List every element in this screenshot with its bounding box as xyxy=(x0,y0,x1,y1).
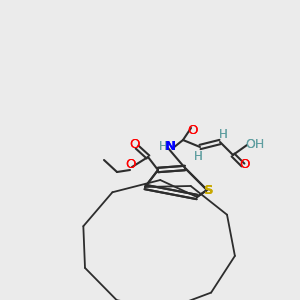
Text: O: O xyxy=(187,124,197,136)
Text: N: N xyxy=(164,140,175,154)
Text: H: H xyxy=(159,140,167,154)
Text: S: S xyxy=(204,184,214,197)
Text: H: H xyxy=(219,128,227,140)
Text: O: O xyxy=(239,158,249,170)
Text: H: H xyxy=(194,149,202,163)
Text: O: O xyxy=(130,139,140,152)
Text: OH: OH xyxy=(245,139,265,152)
Text: O: O xyxy=(130,139,140,152)
Text: O: O xyxy=(125,158,135,170)
Text: S: S xyxy=(204,184,214,197)
Text: O: O xyxy=(239,158,249,170)
Text: N: N xyxy=(164,140,175,154)
Text: H: H xyxy=(194,149,202,163)
Text: H: H xyxy=(219,128,227,140)
Text: O: O xyxy=(125,158,135,170)
Text: O: O xyxy=(187,124,197,136)
Text: OH: OH xyxy=(245,139,265,152)
Text: H: H xyxy=(159,140,167,154)
